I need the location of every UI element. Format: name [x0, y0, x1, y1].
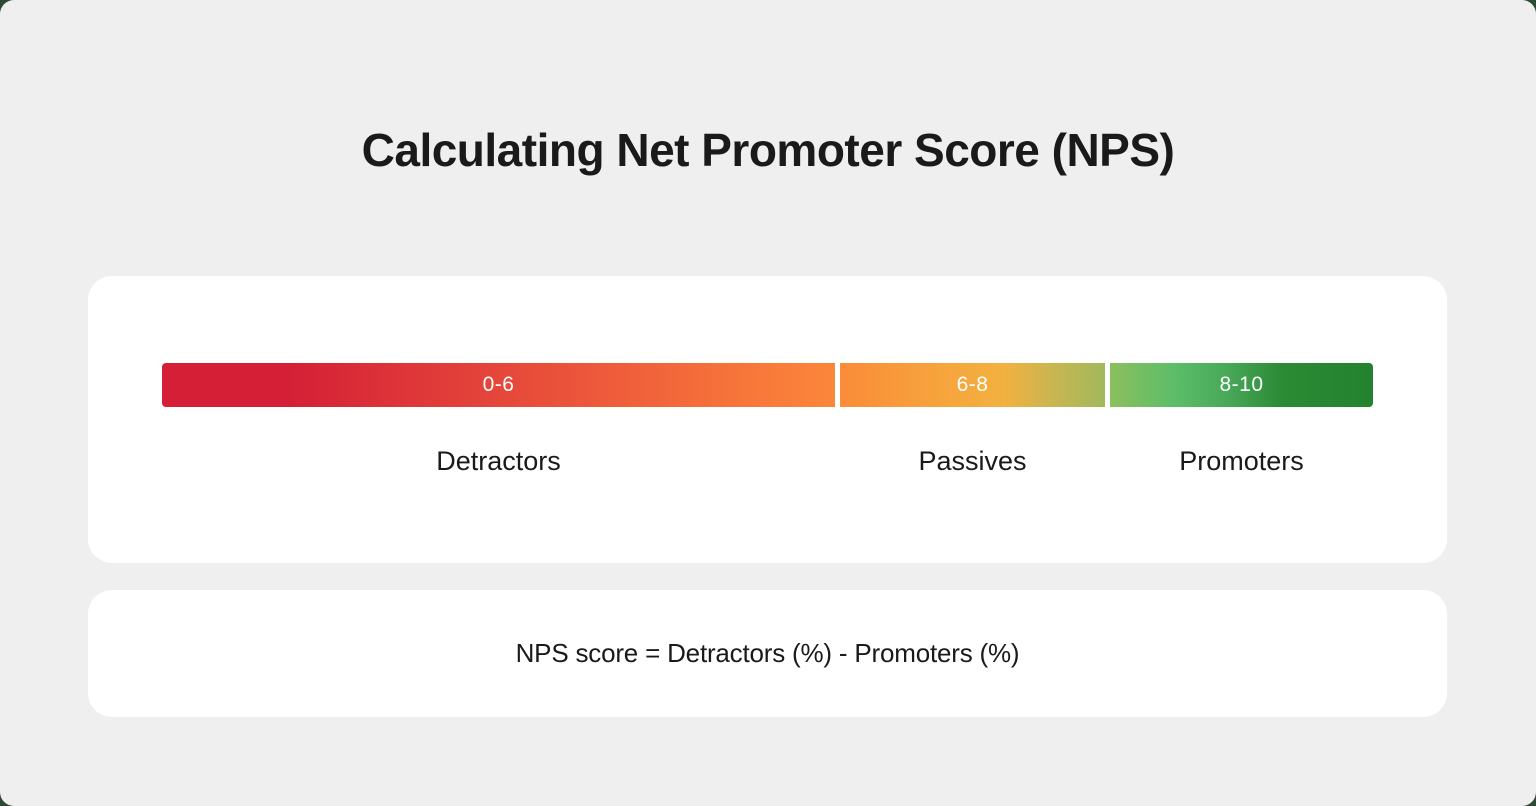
scale-segment-passives: 6-8 [840, 363, 1105, 407]
scale-segment-promoters: 8-10 [1110, 363, 1373, 407]
nps-scale-card: 0-6 6-8 8-10 Detractors Passives Promote… [88, 276, 1447, 563]
segment-range-passives: 6-8 [956, 373, 989, 396]
diagram-title: Calculating Net Promoter Score (NPS) [361, 124, 1175, 176]
scale-segment-detractors: 0-6 [162, 363, 835, 407]
nps-formula-card: NPS score = Detractors (%) - Promoters (… [88, 590, 1447, 717]
nps-formula: NPS score = Detractors (%) - Promoters (… [515, 638, 1020, 668]
segment-label-promoters: Promoters [1179, 446, 1304, 476]
segment-range-detractors: 0-6 [482, 373, 515, 396]
segment-range-promoters: 8-10 [1219, 373, 1264, 396]
segment-label-passives: Passives [918, 446, 1027, 476]
segment-label-detractors: Detractors [436, 446, 561, 476]
